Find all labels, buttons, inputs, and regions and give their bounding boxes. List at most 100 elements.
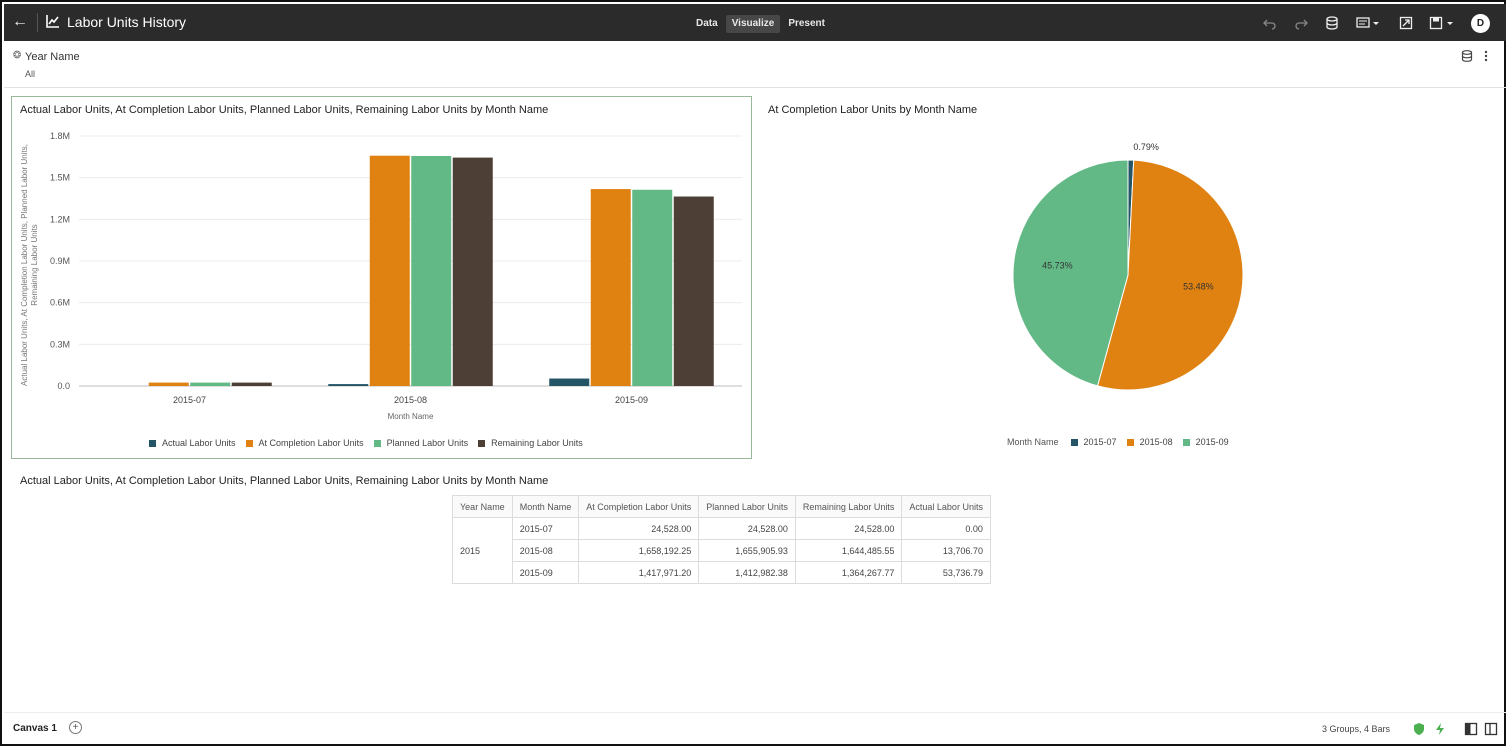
user-avatar[interactable]: D: [1471, 14, 1490, 33]
y-tick-label: 0.6M: [50, 298, 70, 308]
legend-label: 2015-07: [1083, 437, 1117, 447]
filter-value[interactable]: All: [25, 69, 36, 79]
table-cell: 1,412,982.38: [698, 561, 796, 584]
legend-swatch: [478, 439, 486, 447]
legend-item-remaining[interactable]: Remaining Labor Units: [478, 438, 583, 448]
column-header[interactable]: Month Name: [511, 495, 580, 518]
add-canvas-icon[interactable]: +: [69, 721, 82, 734]
x-tick-label: 2015-08: [394, 395, 427, 405]
pie-data-label: 53.48%: [1183, 281, 1214, 291]
auto-apply-icon[interactable]: [1433, 722, 1447, 736]
legend-item-2015-08[interactable]: 2015-08: [1126, 437, 1173, 447]
table-cell: 24,528.00: [698, 517, 796, 540]
column-header[interactable]: At Completion Labor Units: [578, 495, 700, 518]
column-header[interactable]: Actual Labor Units: [901, 495, 991, 518]
bar: [452, 157, 493, 386]
table-cell: 24,528.00: [794, 517, 903, 540]
bar: [190, 382, 231, 386]
comment-icon[interactable]: [1356, 16, 1382, 30]
table-cell: 1,417,971.20: [578, 561, 700, 584]
legend-title: Month Name: [1007, 437, 1059, 447]
table-row: 2015-09 1,417,971.20 1,412,982.38 1,364,…: [453, 561, 991, 584]
column-header[interactable]: Year Name: [452, 495, 513, 518]
table-row: 2015-08 1,658,192.25 1,655,905.93 1,644,…: [453, 539, 991, 562]
column-header[interactable]: Planned Labor Units: [698, 495, 796, 518]
redo-icon[interactable]: [1294, 16, 1308, 30]
tab-data[interactable]: Data: [696, 18, 718, 29]
present-icon[interactable]: [1399, 16, 1413, 30]
table-row: 2015 2015-07 24,528.00 24,528.00 24,528.…: [452, 517, 991, 584]
project-title: Labor Units History: [67, 14, 187, 30]
layout-right-icon[interactable]: [1484, 722, 1498, 736]
top-bar: ← Labor Units History Data Visualize Pre…: [4, 4, 1506, 41]
undo-icon[interactable]: [1263, 16, 1277, 30]
bar: [411, 156, 452, 386]
bar: [148, 382, 189, 386]
legend-swatch: [1070, 438, 1078, 446]
table-cell: 2015-08: [511, 539, 580, 562]
table-cell: 1,364,267.77: [794, 561, 903, 584]
layout-left-icon[interactable]: [1464, 722, 1478, 736]
status-summary: 3 Groups, 4 Bars: [1322, 724, 1391, 734]
x-tick-label: 2015-07: [173, 395, 206, 405]
tab-present[interactable]: Present: [788, 18, 825, 29]
legend-item-actual[interactable]: Actual Labor Units: [149, 438, 236, 448]
legend-swatch: [373, 439, 381, 447]
legend-item-at-completion[interactable]: At Completion Labor Units: [245, 438, 364, 448]
back-arrow-icon[interactable]: ←: [12, 13, 28, 30]
y-tick-label: 1.2M: [50, 214, 70, 224]
table-cell: 2015-09: [511, 561, 580, 584]
bar-chart-title: Actual Labor Units, At Completion Labor …: [20, 104, 549, 116]
column-header[interactable]: Remaining Labor Units: [794, 495, 903, 518]
toolbar-divider: [37, 13, 38, 32]
pie-chart: 0.79% 53.48% 45.73%: [1012, 142, 1244, 391]
bar: [549, 378, 590, 386]
canvas-tab[interactable]: Canvas 1: [13, 723, 57, 734]
bar: [632, 189, 673, 386]
x-axis-label: Month Name: [388, 412, 434, 421]
bar: [231, 382, 272, 386]
pie-chart-panel[interactable]: At Completion Labor Units by Month Name …: [760, 96, 1500, 459]
pie-chart-legend: Month Name 2015-07 2015-08 2015-09: [1007, 437, 1239, 447]
bar: [673, 196, 714, 386]
tab-visualize[interactable]: Visualize: [725, 15, 781, 33]
legend-label: 2015-08: [1139, 437, 1173, 447]
pin-icon[interactable]: ❂: [13, 50, 22, 61]
pie-data-label: 0.79%: [1133, 142, 1159, 152]
table-cell: 1,658,192.25: [578, 539, 700, 562]
bar-chart: 0.0 0.3M 0.6M 0.9M 1.2M 1.5M 1.8M 2015-07 2015-0…: [20, 131, 742, 421]
table-header-row: Year Name Month Name At Completion Labor…: [452, 495, 991, 518]
chart-icon: [46, 15, 59, 28]
table-cell: 13,706.70: [901, 539, 991, 562]
legend-swatch: [245, 439, 253, 447]
table-cell: 2015-07: [511, 517, 580, 540]
data-panel-icon[interactable]: [1325, 16, 1339, 30]
bar-chart-panel[interactable]: Actual Labor Units, At Completion Labor …: [11, 96, 752, 459]
pivot-table[interactable]: Year Name Month Name At Completion Labor…: [452, 495, 991, 584]
shield-icon[interactable]: [1412, 722, 1426, 736]
legend-item-planned[interactable]: Planned Labor Units: [373, 438, 468, 448]
bar: [590, 189, 631, 386]
table-cell: 1,655,905.93: [698, 539, 796, 562]
legend-swatch: [149, 439, 156, 447]
filter-year-name[interactable]: Year Name: [25, 51, 80, 63]
table-cell: 0.00: [901, 517, 991, 540]
legend-label: At Completion Labor Units: [258, 438, 364, 448]
table-cell: 53,736.79: [901, 561, 991, 584]
legend-item-2015-07[interactable]: 2015-07: [1070, 437, 1117, 447]
status-bar: Canvas 1 + 3 Groups, 4 Bars: [4, 712, 1506, 746]
table-cell: 24,528.00: [578, 517, 700, 540]
legend-swatch: [1126, 438, 1134, 446]
legend-label: 2015-09: [1195, 437, 1229, 447]
bar: [369, 155, 410, 386]
legend-item-2015-09[interactable]: 2015-09: [1182, 437, 1229, 447]
legend-label: Remaining Labor Units: [491, 438, 583, 448]
mode-tabs: Data Visualize Present: [690, 15, 831, 35]
bar: [328, 384, 369, 386]
filter-settings-icon[interactable]: [1460, 49, 1474, 63]
bar-chart-legend: Actual Labor Units At Completion Labor U…: [149, 438, 593, 448]
save-icon[interactable]: [1429, 16, 1457, 30]
y-tick-label: 0.3M: [50, 339, 70, 349]
more-options-icon[interactable]: [1482, 49, 1490, 63]
